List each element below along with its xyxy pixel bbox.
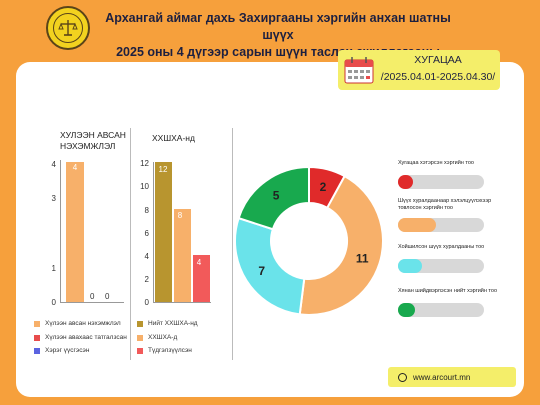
title-line-1: Архангай аймаг дахь Захиргааны хэргийн а… [105,11,451,42]
legend-swatch [34,334,40,341]
chart-1-title: ХУЛЭЭН АВСАН НЭХЭМЖЛЭЛ [60,130,126,151]
progress-track [398,259,484,273]
donut-slice-label: 11 [356,251,369,265]
chart-1-axis [60,160,61,302]
website-text: www.arcourt.mn [413,372,471,382]
chart-1-bar [66,162,84,302]
chart-2-ytick: 8 [144,206,149,215]
chart-1-legend-item: Хүлээн авсан нэхэмжлэл [34,320,121,327]
chart-2-axis [153,162,154,302]
legend-swatch [34,347,40,354]
donut-slice-label: 7 [258,264,265,278]
chart-2-baseline [153,302,211,303]
progress-fill [398,259,423,273]
chart-2-ytick: 2 [144,275,149,284]
progress-label: Хянан шийдвэрлэсэн нийт хэргийн тоо [398,288,498,294]
divider [232,128,233,360]
progress-track [398,218,484,232]
progress-fill [398,175,414,189]
chart-1-ytick: 3 [51,194,56,203]
website-link[interactable]: www.arcourt.mn [388,367,516,387]
progress-label: Хойшилсон шүүх хуралдааны тоо [398,244,485,250]
chart-1-ytick: 0 [51,298,56,307]
legend-label: Хэрэг үүсгэсэн [45,347,90,354]
period-label: ХУГАЦАА [414,54,462,66]
donut-slice [234,216,306,316]
chart-2-legend-item: ХХШХА-д [137,334,177,341]
legend-label: Нийт ХХШХА-нд [148,320,198,327]
chart-2-legend-item: Нийт ХХШХА-нд [137,320,198,327]
globe-icon [398,372,407,382]
chart-1-legend-item: Хүлээн авахаас татгалзсан [34,334,127,341]
chart-2-ytick: 6 [144,229,149,238]
period-box: ХУГАЦАА /2025.04.01-2025.04.30/ [338,50,500,90]
chart-2-ytick: 12 [140,159,149,168]
chart-2-bar-label: 8 [177,211,183,220]
legend-swatch [137,347,143,354]
legend-swatch [137,334,143,341]
period-dates: /2025.04.01-2025.04.30/ [380,71,496,83]
legend-label: ХХШХА-д [148,334,178,341]
chart-1-bar-label: 0 [105,292,110,301]
donut-slice-label: 5 [273,189,280,203]
progress-fill [398,303,416,317]
calendar-icon [344,57,374,84]
court-emblem-icon [46,6,90,50]
progress-track [398,303,484,317]
progress-fill [398,218,436,232]
donut-slice-label: 2 [320,180,327,194]
progress-track [398,175,484,189]
divider [130,128,131,360]
donut-slice [237,166,310,231]
donut-chart: 2 11 7 5 [234,166,384,316]
chart-1-bar-label: 4 [72,163,78,172]
progress-label: Хугацаа хэтэрсэн хэргийн тоо [398,160,474,166]
chart-1-ytick: 1 [51,264,56,273]
legend-label: Түдгэлзүүлсэн [148,347,192,354]
chart-1-ytick: 4 [51,160,56,169]
chart-1-legend-item: Хэрэг үүсгэсэн [34,347,89,354]
chart-2-bar [155,162,172,302]
legend-label: Хүлээн авсан нэхэмжлэл [45,320,121,327]
legend-label: Хүлээн авахаас татгалзсан [45,334,127,341]
chart-1-bar-label: 0 [90,292,95,301]
chart-2-bar [193,255,210,302]
legend-swatch [137,320,143,327]
chart-1-baseline [60,302,124,303]
chart-2-bar-label: 4 [196,258,202,267]
legend-swatch [34,320,40,327]
chart-2-bar [174,209,191,302]
donut-slice [298,174,384,316]
chart-2-bar-label: 12 [158,165,168,174]
chart-2-ytick: 4 [144,252,149,261]
chart-2-ytick: 0 [144,298,149,307]
chart-2-title: ХХШХА-нд [152,133,195,143]
chart-2-legend-item: Түдгэлзүүлсэн [137,347,192,354]
progress-label: Шүүх хуралдаанаар хэлэлцүүлэхээр товлосо… [398,198,492,211]
chart-2-ytick: 10 [140,182,149,191]
